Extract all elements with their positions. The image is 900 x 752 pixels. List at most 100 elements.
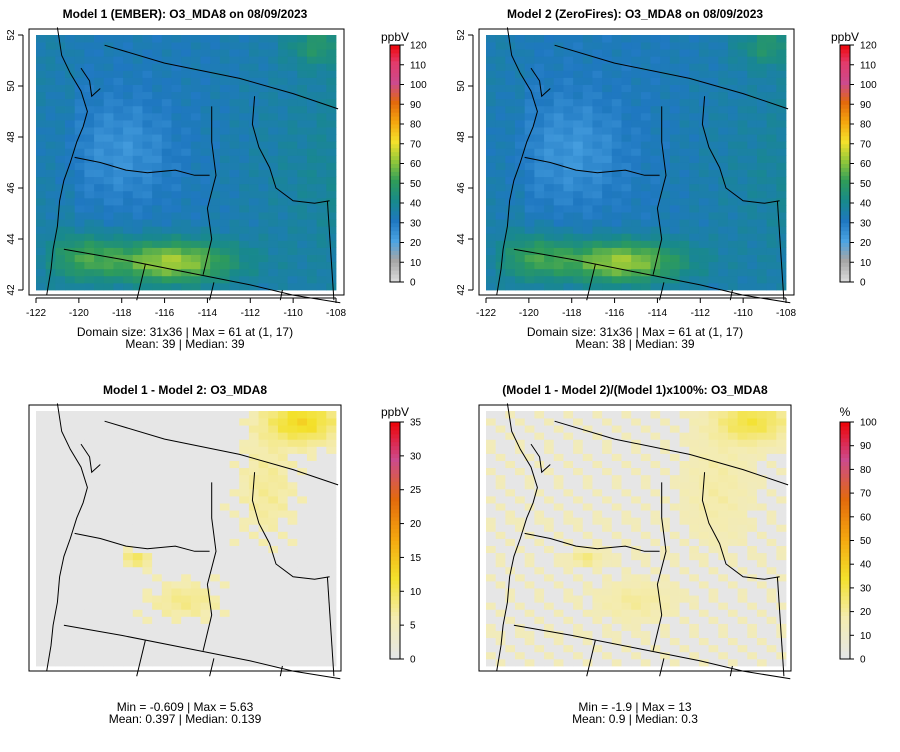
map-cell bbox=[200, 134, 211, 142]
colorbar-step bbox=[840, 481, 850, 486]
map-cell bbox=[621, 212, 632, 220]
map-cell bbox=[171, 212, 182, 220]
map-cell bbox=[306, 240, 318, 248]
colorbar-step bbox=[840, 603, 850, 609]
map-cell bbox=[631, 460, 642, 469]
map-cell bbox=[660, 261, 671, 270]
map-cell bbox=[94, 219, 105, 227]
map-cell bbox=[113, 488, 124, 497]
map-cell bbox=[592, 120, 603, 128]
map-cell bbox=[210, 183, 221, 192]
map-cell bbox=[756, 268, 768, 277]
map-cell bbox=[602, 637, 613, 646]
map-cell bbox=[84, 623, 95, 631]
colorbar-step bbox=[840, 226, 850, 232]
map-cell bbox=[602, 460, 613, 469]
map-cell bbox=[248, 120, 259, 128]
stats-line-1: Min = -1.9 | Max = 13 bbox=[578, 700, 691, 714]
map-cell bbox=[602, 545, 613, 554]
colorbar-tick-label: 0 bbox=[860, 655, 866, 666]
map-cell bbox=[326, 418, 337, 426]
map-cell bbox=[698, 254, 709, 263]
map-cell bbox=[181, 566, 192, 575]
map-cell bbox=[621, 524, 632, 532]
map-cell bbox=[727, 411, 739, 419]
map-cell bbox=[718, 127, 729, 135]
map-cell bbox=[171, 261, 182, 270]
map-cell bbox=[94, 609, 105, 617]
map-cell bbox=[65, 595, 76, 603]
map-cell bbox=[132, 432, 143, 440]
colorbar-step bbox=[390, 151, 400, 157]
map-cell bbox=[287, 496, 298, 504]
map-cell bbox=[94, 595, 105, 603]
map-cell bbox=[563, 411, 574, 419]
map-cell bbox=[277, 205, 289, 213]
map-cell bbox=[737, 609, 748, 617]
map-cell bbox=[45, 98, 56, 107]
map-cell bbox=[592, 481, 603, 490]
map-cell bbox=[592, 581, 603, 589]
map-cell bbox=[582, 411, 593, 419]
map-cell bbox=[592, 439, 603, 447]
map-cell bbox=[640, 496, 651, 504]
map-cell bbox=[582, 233, 593, 241]
colorbar-step bbox=[840, 254, 850, 259]
map-cell bbox=[505, 134, 516, 142]
colorbar-step bbox=[390, 568, 400, 573]
colorbar-tick-label: 30 bbox=[860, 218, 872, 229]
map-cell bbox=[708, 155, 719, 163]
map-cell bbox=[544, 247, 555, 255]
map-cell bbox=[190, 588, 201, 596]
map-cell bbox=[505, 425, 516, 433]
map-cell bbox=[602, 623, 613, 631]
map-cell bbox=[534, 49, 545, 57]
map-cell bbox=[258, 616, 269, 624]
map-cell bbox=[297, 616, 308, 624]
map-cell bbox=[621, 240, 632, 248]
map-cell bbox=[123, 56, 134, 64]
map-cell bbox=[495, 261, 506, 270]
map-cell bbox=[268, 474, 279, 483]
map-cell bbox=[505, 148, 516, 156]
map-cell bbox=[650, 524, 661, 532]
map-cell bbox=[36, 588, 47, 596]
map-cell bbox=[573, 162, 584, 170]
map-cell bbox=[152, 141, 163, 149]
map-cell bbox=[287, 488, 298, 497]
map-cell bbox=[689, 510, 700, 518]
map-cell bbox=[326, 219, 337, 227]
map-cell bbox=[534, 474, 545, 483]
map-cell bbox=[776, 268, 787, 277]
map-cell bbox=[152, 212, 163, 220]
map-cell bbox=[258, 233, 269, 241]
map-cell bbox=[698, 510, 709, 518]
map-cell bbox=[515, 637, 526, 646]
map-cell bbox=[679, 566, 690, 575]
map-cell bbox=[268, 91, 279, 100]
map-cell bbox=[689, 432, 700, 440]
map-cell bbox=[277, 488, 289, 497]
map-cell bbox=[486, 467, 497, 476]
map-cell bbox=[316, 49, 327, 57]
map-cell bbox=[65, 573, 76, 582]
y-tick-label: 50 bbox=[6, 80, 17, 92]
map-cell bbox=[592, 148, 603, 156]
colorbar-step bbox=[390, 258, 400, 263]
map-cell bbox=[258, 162, 269, 170]
map-cell bbox=[84, 581, 95, 589]
map-cell bbox=[727, 247, 739, 255]
map-cell bbox=[200, 162, 211, 170]
map-cell bbox=[171, 581, 182, 589]
map-cell bbox=[524, 190, 535, 199]
map-cell bbox=[103, 197, 114, 206]
map-cell bbox=[113, 268, 124, 277]
map-cell bbox=[219, 616, 230, 624]
map-cell bbox=[640, 658, 651, 667]
map-cell bbox=[219, 453, 230, 461]
map-cell bbox=[103, 425, 114, 433]
map-cell bbox=[611, 212, 622, 220]
map-cell bbox=[161, 658, 172, 667]
map-cell bbox=[650, 630, 661, 639]
map-cell bbox=[611, 432, 622, 440]
